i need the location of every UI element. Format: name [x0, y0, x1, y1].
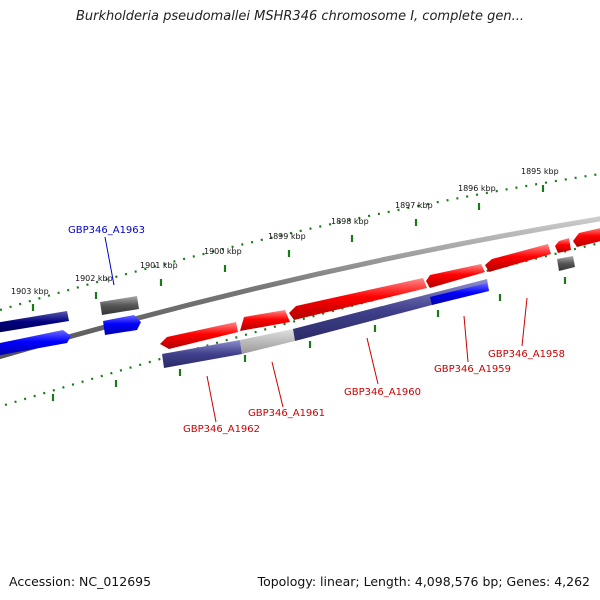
map-title: Burkholderia pseudomallei MSHR346 chromo…: [75, 9, 525, 24]
tick-labels: 1903 kbp 1902 kbp 1901 kbp 1900 kbp 1899…: [11, 167, 559, 296]
gene-label-a1959[interactable]: GBP346_A1959: [434, 364, 511, 375]
gene-feature-purple[interactable]: [293, 279, 489, 341]
topology-text: Topology: linear; Length: 4,098,576 bp; …: [257, 574, 590, 589]
tick-label: 1903 kbp: [11, 287, 49, 296]
gene-feature-blue-A1963[interactable]: [103, 315, 141, 335]
gene-feature-blue[interactable]: [0, 330, 71, 356]
tick-label: 1896 kbp: [458, 184, 496, 193]
gene-feature-red[interactable]: [240, 310, 290, 331]
outer-major-ticks: [31, 185, 545, 311]
outer-scale-dots: [0, 172, 600, 312]
tick-label: 1895 kbp: [521, 167, 559, 176]
inner-scale-dots: [4, 241, 600, 407]
accession-text: Accession: NC_012695: [9, 574, 152, 589]
leader-lines: [104, 236, 528, 423]
gene-feature-navy[interactable]: [0, 311, 69, 333]
gene-label-a1960[interactable]: GBP346_A1960: [344, 387, 421, 398]
gene-feature-blue-A1959[interactable]: [430, 283, 489, 305]
backbone-track: [0, 216, 600, 360]
gene-feature-grey[interactable]: [557, 256, 575, 271]
gene-feature-purple[interactable]: [162, 340, 242, 368]
gene-label-a1962[interactable]: GBP346_A1962: [183, 424, 260, 435]
gene-label-a1958[interactable]: GBP346_A1958: [488, 349, 565, 360]
tick-label: 1902 kbp: [75, 274, 113, 283]
gene-feature-light[interactable]: [240, 329, 295, 354]
inner-major-ticks: [51, 277, 567, 401]
gene-label-a1961[interactable]: GBP346_A1961: [248, 408, 325, 419]
tick-label: 1899 kbp: [268, 232, 306, 241]
gene-feature-red[interactable]: [485, 244, 551, 272]
gene-feature-grey[interactable]: [100, 296, 139, 315]
tick-label: 1900 kbp: [204, 247, 242, 256]
tick-label: 1897 kbp: [395, 201, 433, 210]
tick-label: 1901 kbp: [140, 261, 178, 270]
gene-feature-red[interactable]: [160, 322, 238, 349]
gene-feature-red-A1960[interactable]: [289, 278, 427, 320]
gene-feature-red[interactable]: [555, 238, 571, 253]
tick-label: 1898 kbp: [331, 217, 369, 226]
gene-label-a1963[interactable]: GBP346_A1963: [68, 225, 145, 236]
gene-feature-red[interactable]: [426, 264, 485, 288]
gene-feature-red[interactable]: [573, 227, 600, 247]
